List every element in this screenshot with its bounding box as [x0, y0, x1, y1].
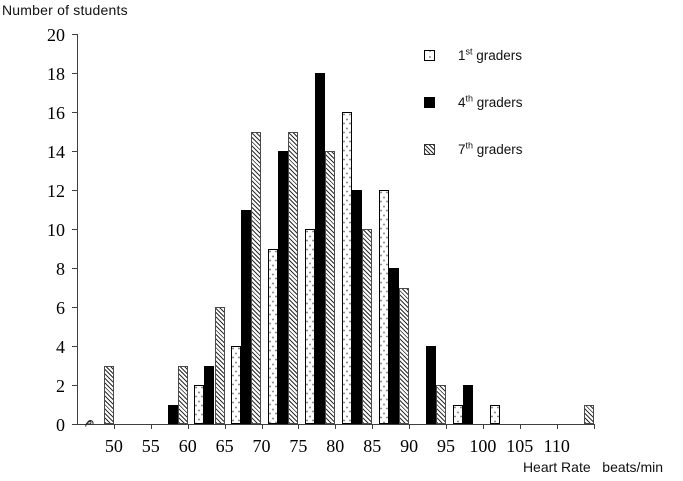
y-tick-label: 0: [56, 415, 65, 435]
bar-7th-graders-90-95: [435, 385, 446, 424]
x-tick-label: 50: [104, 436, 123, 456]
y-tick-label: 12: [47, 181, 65, 201]
bar-4th-graders-95-100: [462, 385, 473, 424]
x-tick-mark: [261, 424, 263, 429]
x-tick-label: 80: [326, 436, 345, 456]
y-tick-mark: [72, 151, 77, 152]
bar-7th-graders-45-50: [103, 365, 114, 424]
y-tick-label: 18: [47, 64, 65, 84]
bar-7th-graders-60-65: [214, 307, 225, 424]
bar-1st-graders-95-100: [452, 404, 463, 424]
x-tick-label: 100: [469, 436, 497, 456]
bar-4th-graders-90-95: [425, 346, 436, 424]
y-axis-title: Number of students: [2, 2, 128, 18]
bar-7th-graders-70-75: [288, 131, 299, 424]
x-tick-mark: [593, 424, 595, 429]
legend-item-1st-graders: 1st graders: [424, 46, 523, 63]
y-tick-mark: [72, 73, 77, 74]
y-tick-mark: [72, 346, 77, 347]
bar-1st-graders-85-90: [378, 190, 389, 424]
y-tick-mark: [72, 307, 77, 308]
y-tick-label: 14: [47, 142, 65, 162]
bar-4th-graders-55-60: [167, 404, 178, 424]
legend-label: 4th graders: [458, 93, 523, 110]
legend-label: 7th graders: [458, 140, 523, 157]
zero-value-mark: [84, 416, 96, 434]
bar-1st-graders-60-65: [194, 385, 205, 424]
y-axis-line: [77, 34, 78, 425]
y-tick-label: 20: [47, 25, 65, 45]
bar-7th-graders-80-85: [362, 229, 373, 424]
bar-4th-graders-65-70: [241, 209, 252, 424]
bar-4th-graders-85-90: [388, 268, 399, 424]
x-tick-mark: [224, 424, 226, 429]
x-tick-label: 65: [215, 436, 234, 456]
y-tick-mark: [72, 34, 77, 35]
y-tick-label: 4: [56, 337, 65, 357]
y-tick-mark: [72, 112, 77, 113]
legend-swatch-black-icon: [424, 97, 435, 108]
x-tick-mark: [519, 424, 521, 429]
y-tick-mark: [72, 385, 77, 386]
x-tick-label: 75: [289, 436, 308, 456]
bar-1st-graders-70-75: [268, 248, 279, 424]
bar-7th-graders-75-80: [325, 151, 336, 424]
x-tick-mark: [409, 424, 411, 429]
x-tick-mark: [335, 424, 337, 429]
x-tick-mark: [298, 424, 300, 429]
x-tick-label: 70: [252, 436, 271, 456]
bar-1st-graders-65-70: [231, 346, 242, 424]
y-tick-mark: [72, 190, 77, 191]
legend-item-7th-graders: 7th graders: [424, 140, 523, 157]
bar-7th-graders-65-70: [251, 131, 262, 424]
y-tick-mark: [72, 229, 77, 230]
x-tick-label: 85: [363, 436, 382, 456]
bar-4th-graders-70-75: [278, 151, 289, 424]
x-axis-title: Heart Rate beats/min: [522, 459, 663, 475]
x-tick-mark: [556, 424, 558, 429]
bar-4th-graders-60-65: [204, 365, 215, 424]
legend-item-4th-graders: 4th graders: [424, 93, 523, 110]
bar-1st-graders-75-80: [305, 229, 316, 424]
legend-swatch-dotted-icon: [424, 50, 435, 61]
bar-1st-graders-80-85: [341, 112, 352, 424]
y-tick-label: 16: [47, 103, 65, 123]
x-tick-mark: [113, 424, 115, 429]
bar-1st-graders-100-105: [489, 404, 500, 424]
x-tick-label: 110: [543, 436, 570, 456]
x-tick-label: 60: [178, 436, 197, 456]
y-tick-label: 8: [56, 259, 65, 279]
x-tick-mark: [446, 424, 447, 429]
x-tick-mark: [187, 424, 189, 429]
y-tick-label: 6: [56, 298, 65, 318]
x-tick-label: 95: [437, 436, 455, 456]
x-tick-mark: [482, 424, 484, 429]
x-tick-label: 55: [141, 436, 160, 456]
bar-7th-graders-85-90: [399, 287, 410, 424]
y-tick-mark: [72, 424, 77, 425]
y-tick-mark: [72, 268, 77, 269]
legend-swatch-hatch-icon: [424, 144, 435, 155]
y-tick-label: 10: [47, 220, 65, 240]
bar-7th-graders-55-60: [177, 365, 188, 424]
y-tick-label: 2: [56, 376, 65, 396]
bar-7th-graders-110-115: [583, 404, 594, 424]
x-tick-mark: [372, 424, 374, 429]
x-tick-label: 105: [506, 436, 534, 456]
legend-label: 1st graders: [458, 46, 523, 63]
x-tick-label: 90: [400, 436, 419, 456]
bar-4th-graders-75-80: [315, 73, 326, 424]
bar-4th-graders-80-85: [352, 190, 363, 424]
x-tick-mark: [150, 424, 152, 429]
